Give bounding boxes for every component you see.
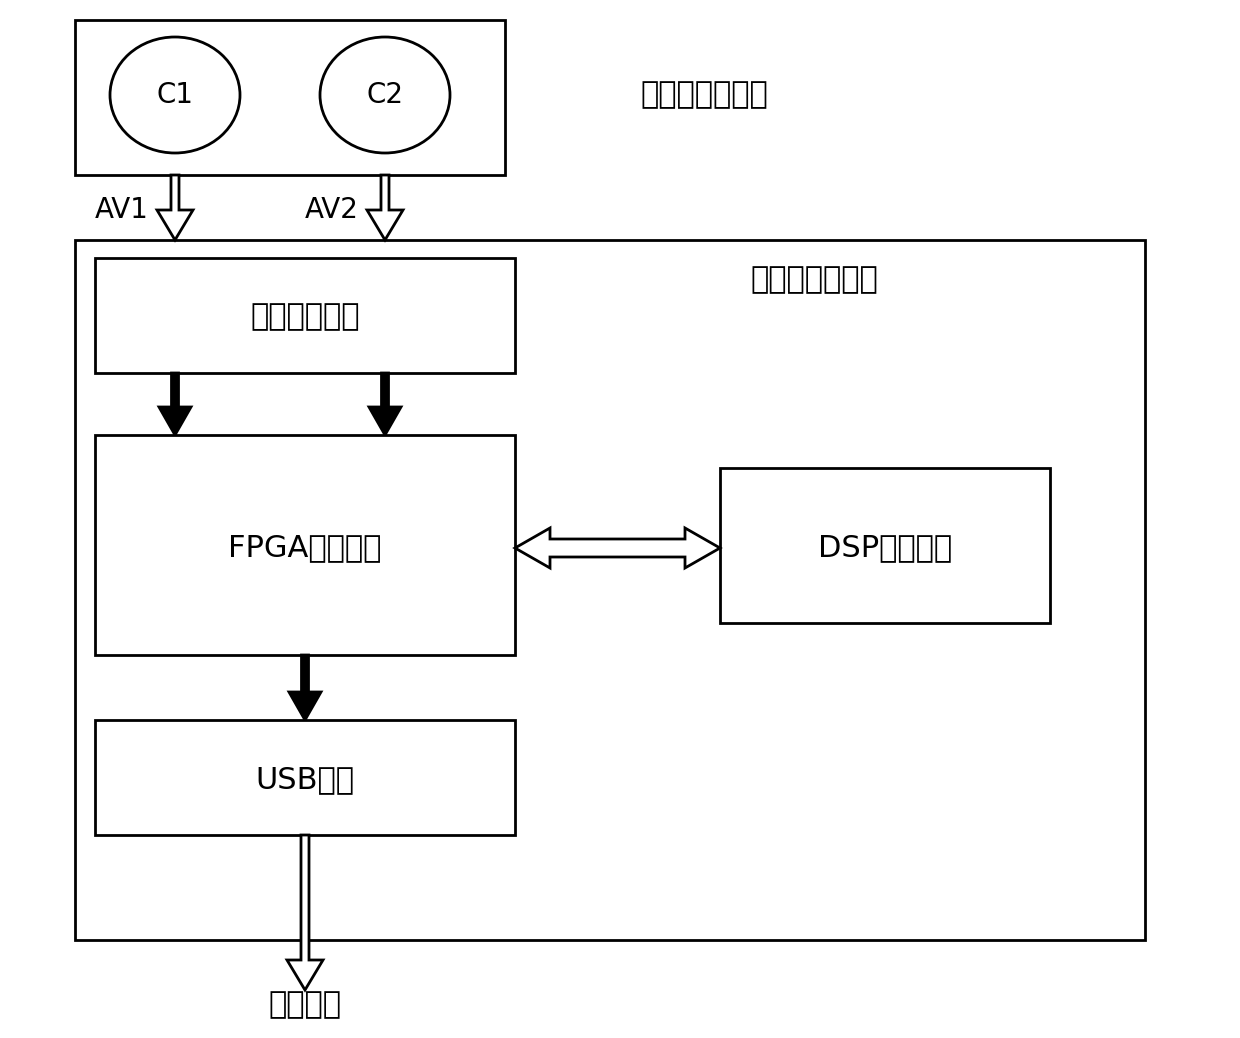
Text: USB接口: USB接口 [255, 765, 355, 794]
Bar [95, 435, 515, 655]
Bar [95, 720, 515, 835]
Text: FPGA逻辑处理: FPGA逻辑处理 [228, 534, 382, 563]
Bar [720, 468, 1050, 623]
Text: 位姿信息: 位姿信息 [269, 990, 341, 1019]
Polygon shape [515, 528, 720, 568]
Polygon shape [370, 373, 401, 435]
Bar [95, 258, 515, 373]
Bar [74, 20, 505, 175]
Text: 视频采集电路: 视频采集电路 [250, 302, 360, 331]
Text: AV1: AV1 [95, 196, 149, 224]
Polygon shape [157, 175, 193, 240]
Text: DSP浮点运算: DSP浮点运算 [818, 534, 952, 563]
Polygon shape [286, 835, 322, 990]
Text: 立体视觉处理板: 立体视觉处理板 [750, 266, 878, 295]
Text: AV2: AV2 [305, 196, 358, 224]
Ellipse shape [320, 37, 450, 153]
Ellipse shape [110, 37, 241, 153]
Text: C2: C2 [367, 81, 403, 109]
Polygon shape [289, 655, 321, 720]
Text: 双目摄像机组件: 双目摄像机组件 [640, 81, 768, 109]
Polygon shape [159, 373, 191, 435]
Polygon shape [367, 175, 403, 240]
Text: C1: C1 [156, 81, 193, 109]
Bar [74, 240, 1145, 940]
